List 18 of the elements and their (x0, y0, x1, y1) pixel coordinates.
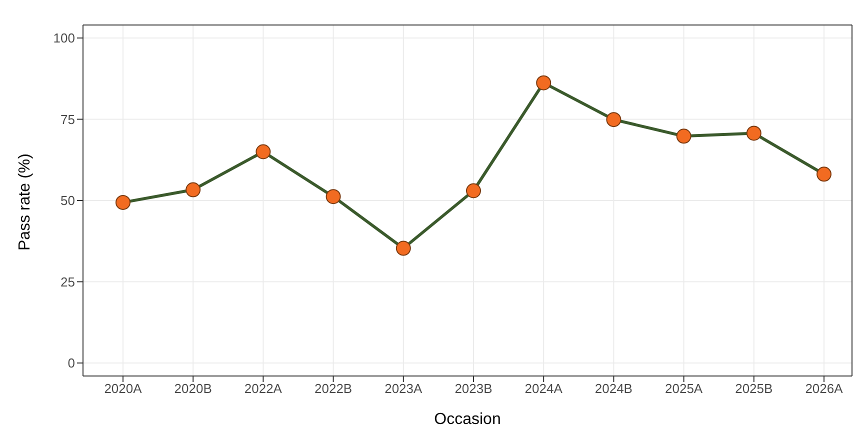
x-tick-label: 2025A (665, 381, 703, 396)
x-tick-label: 2024A (524, 381, 563, 396)
x-tick-label: 2020A (104, 381, 142, 396)
y-tick-label: 25 (60, 274, 75, 290)
y-axis-title: Pass rate (%) (16, 154, 34, 250)
x-tick-label: 2026A (805, 381, 844, 396)
x-tick-label: 2022B (314, 381, 352, 396)
x-tick-label: 2023B (454, 381, 492, 396)
y-tick-label: 50 (60, 193, 75, 208)
x-tick-label: 2020B (174, 381, 212, 396)
x-tick-label: 2024B (594, 381, 632, 396)
y-tick-label: 75 (60, 112, 75, 127)
x-tick-label: 2022A (244, 381, 282, 396)
x-tick-label: 2025B (735, 381, 773, 396)
y-tick-label: 100 (53, 30, 75, 46)
y-tick-label: 0 (68, 356, 75, 371)
x-axis-title: Occasion (434, 411, 501, 428)
x-tick-label: 2023A (384, 381, 423, 396)
